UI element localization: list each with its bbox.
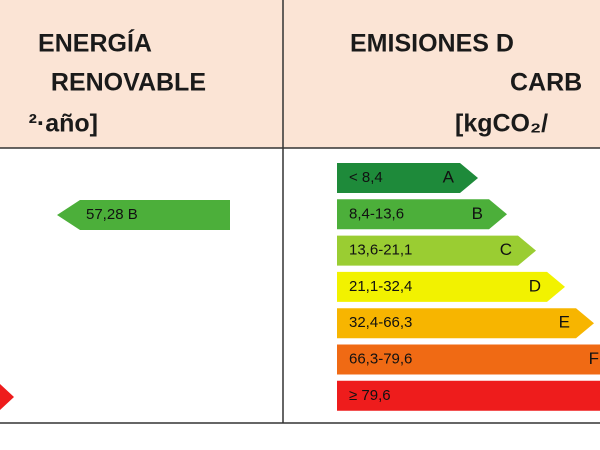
scale-bar xyxy=(337,199,507,230)
scale-bar xyxy=(337,308,594,339)
scale-bar xyxy=(337,163,478,193)
header-bg xyxy=(0,0,600,148)
right-header-line: EMISIONES D xyxy=(350,30,514,58)
scale-range: ≥ 79,6 xyxy=(349,387,391,404)
left-header-line: RENOVABLE xyxy=(51,69,206,97)
scale-letter: B xyxy=(472,204,483,223)
scale-bar xyxy=(337,344,600,375)
scale-range: 66,3-79,6 xyxy=(349,350,412,367)
red-indicator xyxy=(0,384,14,410)
rating-arrow xyxy=(57,200,230,230)
left-header-line: ²·año] xyxy=(29,110,98,138)
scale-range: < 8,4 xyxy=(349,169,383,186)
scale-range: 13,6-21,1 xyxy=(349,242,412,259)
scale-bar xyxy=(337,235,536,266)
scale-letter: F xyxy=(589,349,599,368)
right-header-line: [kgCO₂/ xyxy=(455,110,548,138)
scale-letter: A xyxy=(443,167,455,186)
scale-bar xyxy=(337,380,600,411)
scale-bar xyxy=(337,271,565,302)
scale-letter: D xyxy=(529,276,541,295)
scale-range: 32,4-66,3 xyxy=(349,314,412,331)
scale-range: 8,4-13,6 xyxy=(349,205,404,222)
scale-letter: E xyxy=(559,313,570,332)
rating-label: 57,28 B xyxy=(86,206,138,223)
scale-range: 21,1-32,4 xyxy=(349,278,412,295)
scale-letter: C xyxy=(500,240,512,259)
right-header-line: CARB xyxy=(510,69,582,97)
left-header-line: ENERGÍA xyxy=(38,29,152,58)
